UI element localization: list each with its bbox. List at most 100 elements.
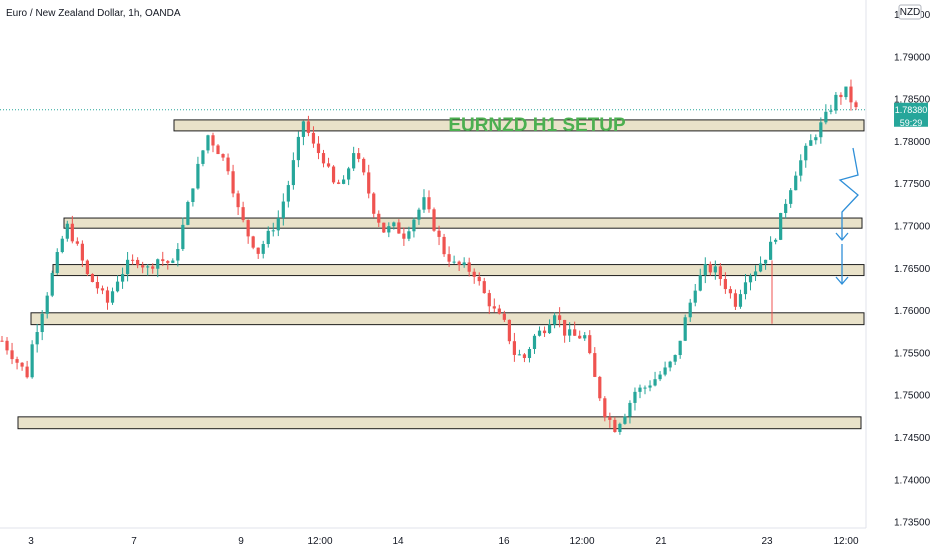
candle-body	[55, 252, 59, 273]
candle-body	[95, 281, 100, 289]
candle-body	[5, 340, 9, 351]
candle-body	[527, 348, 532, 359]
candle-body	[427, 197, 431, 210]
candle-body	[206, 135, 210, 151]
price-tick-label: 1.78000	[894, 137, 931, 148]
candle-body	[10, 350, 14, 360]
time-tick-label: 12:00	[569, 536, 594, 547]
candle-body	[723, 278, 727, 290]
setup-label: EURNZD H1 SETUP	[448, 115, 626, 136]
candle-body	[718, 266, 722, 279]
candle-body	[176, 249, 180, 261]
candle-body	[814, 137, 818, 141]
candle-body	[728, 289, 733, 294]
candle-body	[598, 376, 602, 399]
candle-body	[517, 354, 522, 356]
candle-body	[412, 219, 416, 232]
price-tick-label: 1.77500	[894, 179, 931, 190]
candle-body	[628, 402, 632, 417]
candle-body	[402, 233, 406, 239]
price-tick-label: 1.74000	[894, 475, 931, 486]
candle-body	[70, 223, 74, 242]
candle-body	[643, 387, 647, 389]
candle-body	[834, 94, 838, 111]
candle-body	[512, 341, 516, 355]
candle-body	[673, 355, 677, 362]
arrow-head	[835, 232, 849, 241]
candle-body	[281, 201, 285, 219]
time-tick-label: 23	[761, 536, 773, 547]
candle-body	[321, 153, 326, 164]
candle-body	[221, 154, 225, 158]
candle-body	[256, 247, 260, 254]
candle-body	[311, 132, 316, 144]
candle-body	[563, 319, 567, 336]
candle-body	[487, 293, 491, 307]
candle-body	[276, 218, 280, 231]
candle-body	[713, 266, 717, 273]
candle-body	[266, 230, 270, 245]
candle-body	[336, 182, 341, 184]
candle-body	[829, 110, 833, 112]
candle-body	[748, 275, 753, 283]
candle-body	[618, 423, 622, 433]
candle-body	[447, 254, 451, 262]
price-tick-label: 1.77000	[894, 222, 931, 233]
candle-body	[115, 281, 120, 292]
candle-body	[75, 241, 79, 244]
candle-body	[477, 276, 481, 282]
candle-body	[131, 259, 135, 261]
candle-body	[146, 266, 150, 268]
candle-body	[763, 259, 768, 264]
candle-body	[141, 265, 145, 268]
candle-body	[432, 209, 436, 231]
candle-body	[65, 223, 69, 239]
candle-body	[35, 332, 39, 345]
candle-body	[226, 157, 230, 172]
candle-body	[372, 193, 376, 214]
candle-body	[794, 175, 798, 191]
candle-body	[537, 330, 542, 336]
candle-body	[839, 94, 843, 98]
price-tick-label: 1.76500	[894, 264, 931, 275]
candle-body	[854, 102, 858, 108]
candle-body	[648, 385, 652, 388]
candle-body	[552, 315, 557, 325]
candle-body	[171, 260, 175, 263]
candle-body	[105, 290, 110, 303]
candle-body	[331, 166, 336, 183]
time-tick-label: 12:00	[833, 536, 858, 547]
candle-body	[196, 163, 200, 189]
candle-body	[588, 335, 592, 354]
bar-countdown: 59:29	[900, 118, 923, 128]
candle-body	[573, 329, 577, 336]
candle-body	[532, 335, 537, 349]
candle-body	[467, 262, 471, 272]
candle-body	[186, 201, 190, 225]
time-tick-label: 7	[131, 536, 137, 547]
candle-body	[578, 335, 582, 339]
price-tick-label: 1.75500	[894, 348, 931, 359]
candle-body	[392, 222, 396, 227]
candle-body	[809, 140, 813, 146]
time-axis[interactable]: 3 7 9 12:00 14 16 12:00 21 23 12:00	[28, 536, 859, 547]
candle-body	[352, 153, 356, 169]
price-tick-label: 1.74500	[894, 433, 931, 444]
sr-zone	[30, 312, 865, 326]
candle-body	[789, 190, 793, 204]
candle-body	[743, 282, 748, 295]
candle-body	[362, 158, 366, 173]
currency-badge-box[interactable]	[898, 4, 922, 20]
candle-body	[161, 259, 165, 262]
candle-body	[387, 226, 391, 233]
time-tick-label: 14	[392, 536, 404, 547]
price-tick-label: 1.79000	[894, 52, 931, 63]
projection-path	[838, 147, 859, 240]
candle-body	[347, 168, 351, 180]
last-price-tag	[894, 102, 928, 127]
sr-zone	[52, 264, 865, 277]
candle-body	[40, 313, 44, 333]
candle-body	[653, 379, 657, 386]
candle-body	[603, 398, 607, 418]
